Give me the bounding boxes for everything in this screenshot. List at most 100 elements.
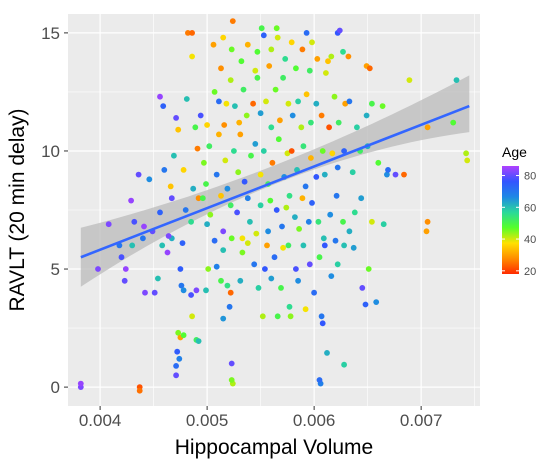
data-point <box>336 27 343 34</box>
data-point <box>406 77 413 83</box>
data-point <box>161 167 168 173</box>
data-point <box>257 110 264 117</box>
data-point <box>197 112 204 119</box>
data-point <box>293 65 299 72</box>
x-axis-title: Hippocampal Volume <box>175 436 373 459</box>
data-point <box>303 91 310 98</box>
data-point <box>255 285 262 291</box>
data-point <box>141 223 147 230</box>
data-point <box>216 131 222 138</box>
data-point <box>216 98 222 105</box>
data-point <box>325 58 331 65</box>
data-point <box>135 171 142 178</box>
data-point <box>366 65 373 72</box>
data-point <box>303 30 310 36</box>
data-point <box>269 159 276 166</box>
data-point <box>211 237 218 244</box>
y-tick-label: 5 <box>51 260 60 279</box>
data-point <box>345 53 352 60</box>
data-point <box>254 74 261 81</box>
data-point <box>258 25 265 32</box>
data-point <box>244 41 251 48</box>
data-point <box>268 124 275 131</box>
data-point <box>273 25 280 32</box>
data-point <box>220 34 227 41</box>
data-point <box>329 150 336 157</box>
data-point <box>369 218 375 225</box>
data-point <box>204 221 211 228</box>
data-point <box>359 285 366 291</box>
data-point <box>311 289 317 296</box>
data-point <box>213 263 220 270</box>
data-point <box>316 254 323 261</box>
data-point <box>220 228 227 235</box>
data-point <box>326 124 332 131</box>
data-point <box>392 171 399 178</box>
data-point <box>179 240 186 247</box>
data-point <box>373 299 380 305</box>
data-point <box>213 171 220 178</box>
data-point <box>379 103 386 109</box>
data-point <box>223 100 230 107</box>
data-point <box>155 275 161 282</box>
data-point <box>424 218 431 225</box>
data-point <box>275 136 282 143</box>
data-point <box>286 303 293 310</box>
data-point <box>327 211 334 218</box>
data-point <box>136 387 143 394</box>
data-point <box>195 195 202 202</box>
data-point <box>234 209 241 216</box>
data-point <box>380 221 387 228</box>
grid-lines <box>68 14 480 406</box>
data-point <box>316 377 323 383</box>
data-point <box>298 124 305 131</box>
data-point <box>257 171 264 178</box>
data-point <box>263 98 269 105</box>
data-point <box>283 204 290 211</box>
data-point <box>239 249 246 256</box>
data-point <box>335 119 342 126</box>
data-point <box>218 65 224 72</box>
data-point <box>463 150 469 157</box>
legend-tick-label: 60 <box>524 202 536 214</box>
data-point <box>237 131 244 138</box>
data-point <box>334 261 341 268</box>
regression-line-group <box>80 104 470 259</box>
data-point <box>205 266 212 272</box>
x-tick-label: 0.007 <box>400 411 443 430</box>
data-point <box>424 124 431 131</box>
data-point <box>189 313 196 320</box>
data-point <box>315 218 322 225</box>
data-point <box>282 56 289 62</box>
data-point <box>271 254 278 261</box>
data-point <box>203 287 209 294</box>
data-point <box>277 117 283 124</box>
data-point <box>203 181 209 187</box>
data-point <box>195 338 202 344</box>
data-point <box>266 63 273 69</box>
data-point <box>151 289 158 296</box>
data-point <box>319 320 326 327</box>
data-point <box>272 86 279 93</box>
data-point <box>227 289 234 296</box>
data-point <box>175 329 182 336</box>
data-point <box>185 30 191 36</box>
y-tick-label: 10 <box>41 142 60 161</box>
legend-tick-label: 20 <box>524 266 536 278</box>
data-point <box>278 285 284 291</box>
data-point <box>321 171 328 178</box>
data-point <box>243 112 250 119</box>
data-point <box>268 46 275 53</box>
data-point <box>464 157 471 164</box>
data-point <box>260 32 267 39</box>
data-point <box>129 242 136 249</box>
data-point <box>238 58 245 65</box>
data-point <box>252 141 259 147</box>
data-point <box>308 155 314 161</box>
data-point <box>206 143 213 150</box>
data-point <box>320 235 327 242</box>
data-point <box>193 287 200 294</box>
color-legend: Age 20 40 60 80 <box>502 144 536 278</box>
data-point <box>309 200 315 206</box>
data-point <box>121 277 128 284</box>
